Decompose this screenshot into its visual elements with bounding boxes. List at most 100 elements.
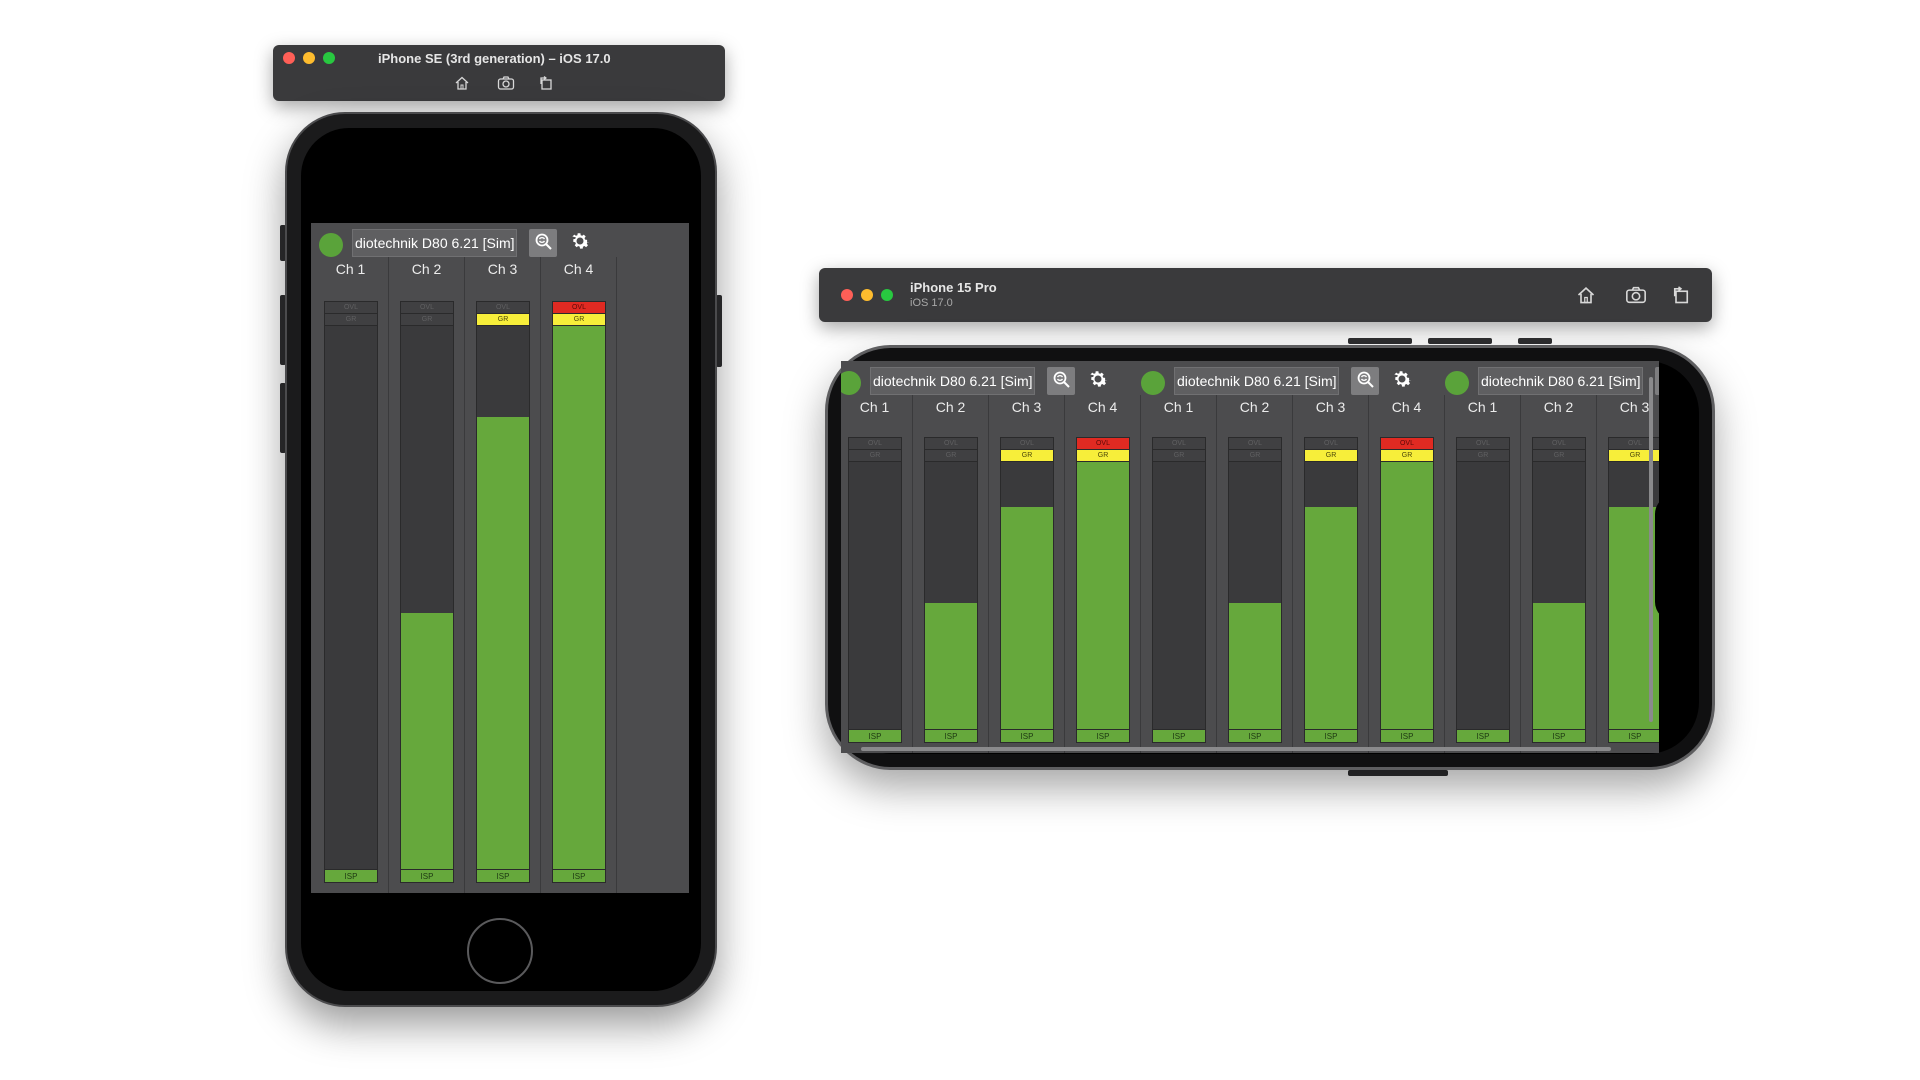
isp-indicator: ISP <box>1077 729 1129 742</box>
level-fill <box>401 613 453 869</box>
device-name-field[interactable]: diotechnik D80 6.21 [Sim] <box>870 367 1035 395</box>
ovl-indicator: OVL <box>1533 438 1585 450</box>
channel-strip: Ch 3 OVL GR ISP <box>465 257 541 893</box>
screenshot-icon[interactable] <box>496 73 516 93</box>
ovl-indicator: OVL <box>401 302 453 314</box>
minimize-button[interactable] <box>861 289 873 301</box>
side-button <box>280 225 286 261</box>
channel-label: Ch 1 <box>335 261 366 277</box>
home-icon[interactable] <box>452 73 472 93</box>
channel-label: Ch 4 <box>1391 399 1422 415</box>
connection-status-dot <box>319 233 343 257</box>
channel-strip: Ch 3 OVL GR ISP <box>989 395 1065 753</box>
refresh-button[interactable] <box>1655 367 1659 395</box>
settings-button[interactable] <box>1085 368 1111 394</box>
volume-up-button <box>1428 338 1492 344</box>
horizontal-scrollbar[interactable] <box>861 747 1611 751</box>
device-name-field[interactable]: diotechnik D80 6.21 [Sim] <box>1478 367 1643 395</box>
isp-indicator: ISP <box>1381 729 1433 742</box>
channel-strip: Ch 1 OVL GR ISP <box>1141 395 1217 753</box>
rotate-icon[interactable] <box>536 73 556 93</box>
ovl-indicator: OVL <box>325 302 377 314</box>
level-meter: OVL GR ISP <box>924 437 978 743</box>
channel-label: Ch 2 <box>1543 399 1574 415</box>
channel-label: Ch 2 <box>935 399 966 415</box>
isp-indicator: ISP <box>325 869 377 882</box>
channel-strip: Ch 1 OVL GR ISP <box>1445 395 1521 753</box>
isp-indicator: ISP <box>401 869 453 882</box>
isp-indicator: ISP <box>925 729 977 742</box>
gr-indicator: GR <box>1001 450 1053 462</box>
screenshot-icon[interactable] <box>1624 283 1648 307</box>
home-icon[interactable] <box>1574 283 1598 307</box>
channel-label: Ch 1 <box>1163 399 1194 415</box>
device-name-field[interactable]: diotechnik D80 6.21 [Sim] <box>1174 367 1339 395</box>
level-fill <box>1381 461 1433 729</box>
ovl-indicator: OVL <box>1229 438 1281 450</box>
simulator-window-pro: iPhone 15 Pro iOS 17.0 <box>819 268 1712 322</box>
gr-indicator: GR <box>1609 450 1659 462</box>
connection-status-dot <box>841 371 861 395</box>
minimize-button[interactable] <box>303 52 315 64</box>
isp-indicator: ISP <box>1305 729 1357 742</box>
level-meter: OVL GR ISP <box>1380 437 1434 743</box>
channel-strip: Ch 2 OVL GR ISP <box>913 395 989 753</box>
channel-strip: Ch 4 OVL GR ISP <box>1369 395 1445 753</box>
refresh-button[interactable] <box>1047 367 1075 395</box>
vertical-scrollbar[interactable] <box>1649 377 1653 722</box>
channel-strip: Ch 1 OVL GR ISP <box>841 395 913 753</box>
connection-status-dot <box>1445 371 1469 395</box>
channel-label: Ch 3 <box>1619 399 1650 415</box>
meter-app-screen: diotechnik D80 6.21 [Sim] Ch 1 OVL GR ISP Ch … <box>311 223 689 893</box>
volume-down-button <box>1518 338 1552 344</box>
isp-indicator: ISP <box>553 869 605 882</box>
ovl-indicator: OVL <box>1305 438 1357 450</box>
isp-indicator: ISP <box>1001 729 1053 742</box>
level-meter: OVL GR ISP <box>1228 437 1282 743</box>
power-button <box>716 295 722 367</box>
level-meter: OVL GR ISP <box>400 301 454 883</box>
gr-indicator: GR <box>1153 450 1205 462</box>
channel-label: Ch 4 <box>1087 399 1118 415</box>
gr-indicator: GR <box>401 314 453 326</box>
ovl-indicator: OVL <box>1153 438 1205 450</box>
ovl-indicator: OVL <box>849 438 901 450</box>
ovl-indicator: OVL <box>925 438 977 450</box>
device-name-field[interactable]: diotechnik D80 6.21 [Sim] <box>352 229 517 257</box>
level-fill <box>1001 507 1053 729</box>
zoom-button[interactable] <box>323 52 335 64</box>
settings-button[interactable] <box>1389 368 1415 394</box>
refresh-search-icon <box>1355 369 1375 394</box>
close-button[interactable] <box>283 52 295 64</box>
ovl-indicator: OVL <box>1457 438 1509 450</box>
ovl-indicator: OVL <box>1381 438 1433 450</box>
gr-indicator: GR <box>1305 450 1357 462</box>
level-meter: OVL GR ISP <box>1456 437 1510 743</box>
level-fill <box>925 603 977 729</box>
gear-icon <box>568 229 592 258</box>
gr-indicator: GR <box>1533 450 1585 462</box>
gr-indicator: GR <box>477 314 529 326</box>
refresh-button[interactable] <box>529 229 557 257</box>
simulator-title: iPhone SE (3rd generation) – iOS 17.0 <box>378 51 611 66</box>
level-meter: OVL GR ISP <box>1152 437 1206 743</box>
action-button <box>1348 338 1412 344</box>
refresh-button[interactable] <box>1351 367 1379 395</box>
channel-strip: Ch 4 OVL GR ISP <box>1065 395 1141 753</box>
close-button[interactable] <box>841 289 853 301</box>
isp-indicator: ISP <box>1609 729 1659 742</box>
isp-indicator: ISP <box>1153 729 1205 742</box>
volume-down-button <box>280 383 286 453</box>
channel-label: Ch 3 <box>1011 399 1042 415</box>
channel-strip: Ch 2 OVL GR ISP <box>1521 395 1597 753</box>
refresh-search-icon <box>1051 369 1071 394</box>
level-meter: OVL GR ISP <box>848 437 902 743</box>
zoom-button[interactable] <box>881 289 893 301</box>
level-fill <box>477 417 529 869</box>
home-button[interactable] <box>467 918 533 984</box>
rotate-icon[interactable] <box>1669 283 1693 307</box>
ovl-indicator: OVL <box>1077 438 1129 450</box>
level-meter: OVL GR ISP <box>1532 437 1586 743</box>
settings-button[interactable] <box>567 230 593 256</box>
refresh-search-icon <box>533 231 553 256</box>
